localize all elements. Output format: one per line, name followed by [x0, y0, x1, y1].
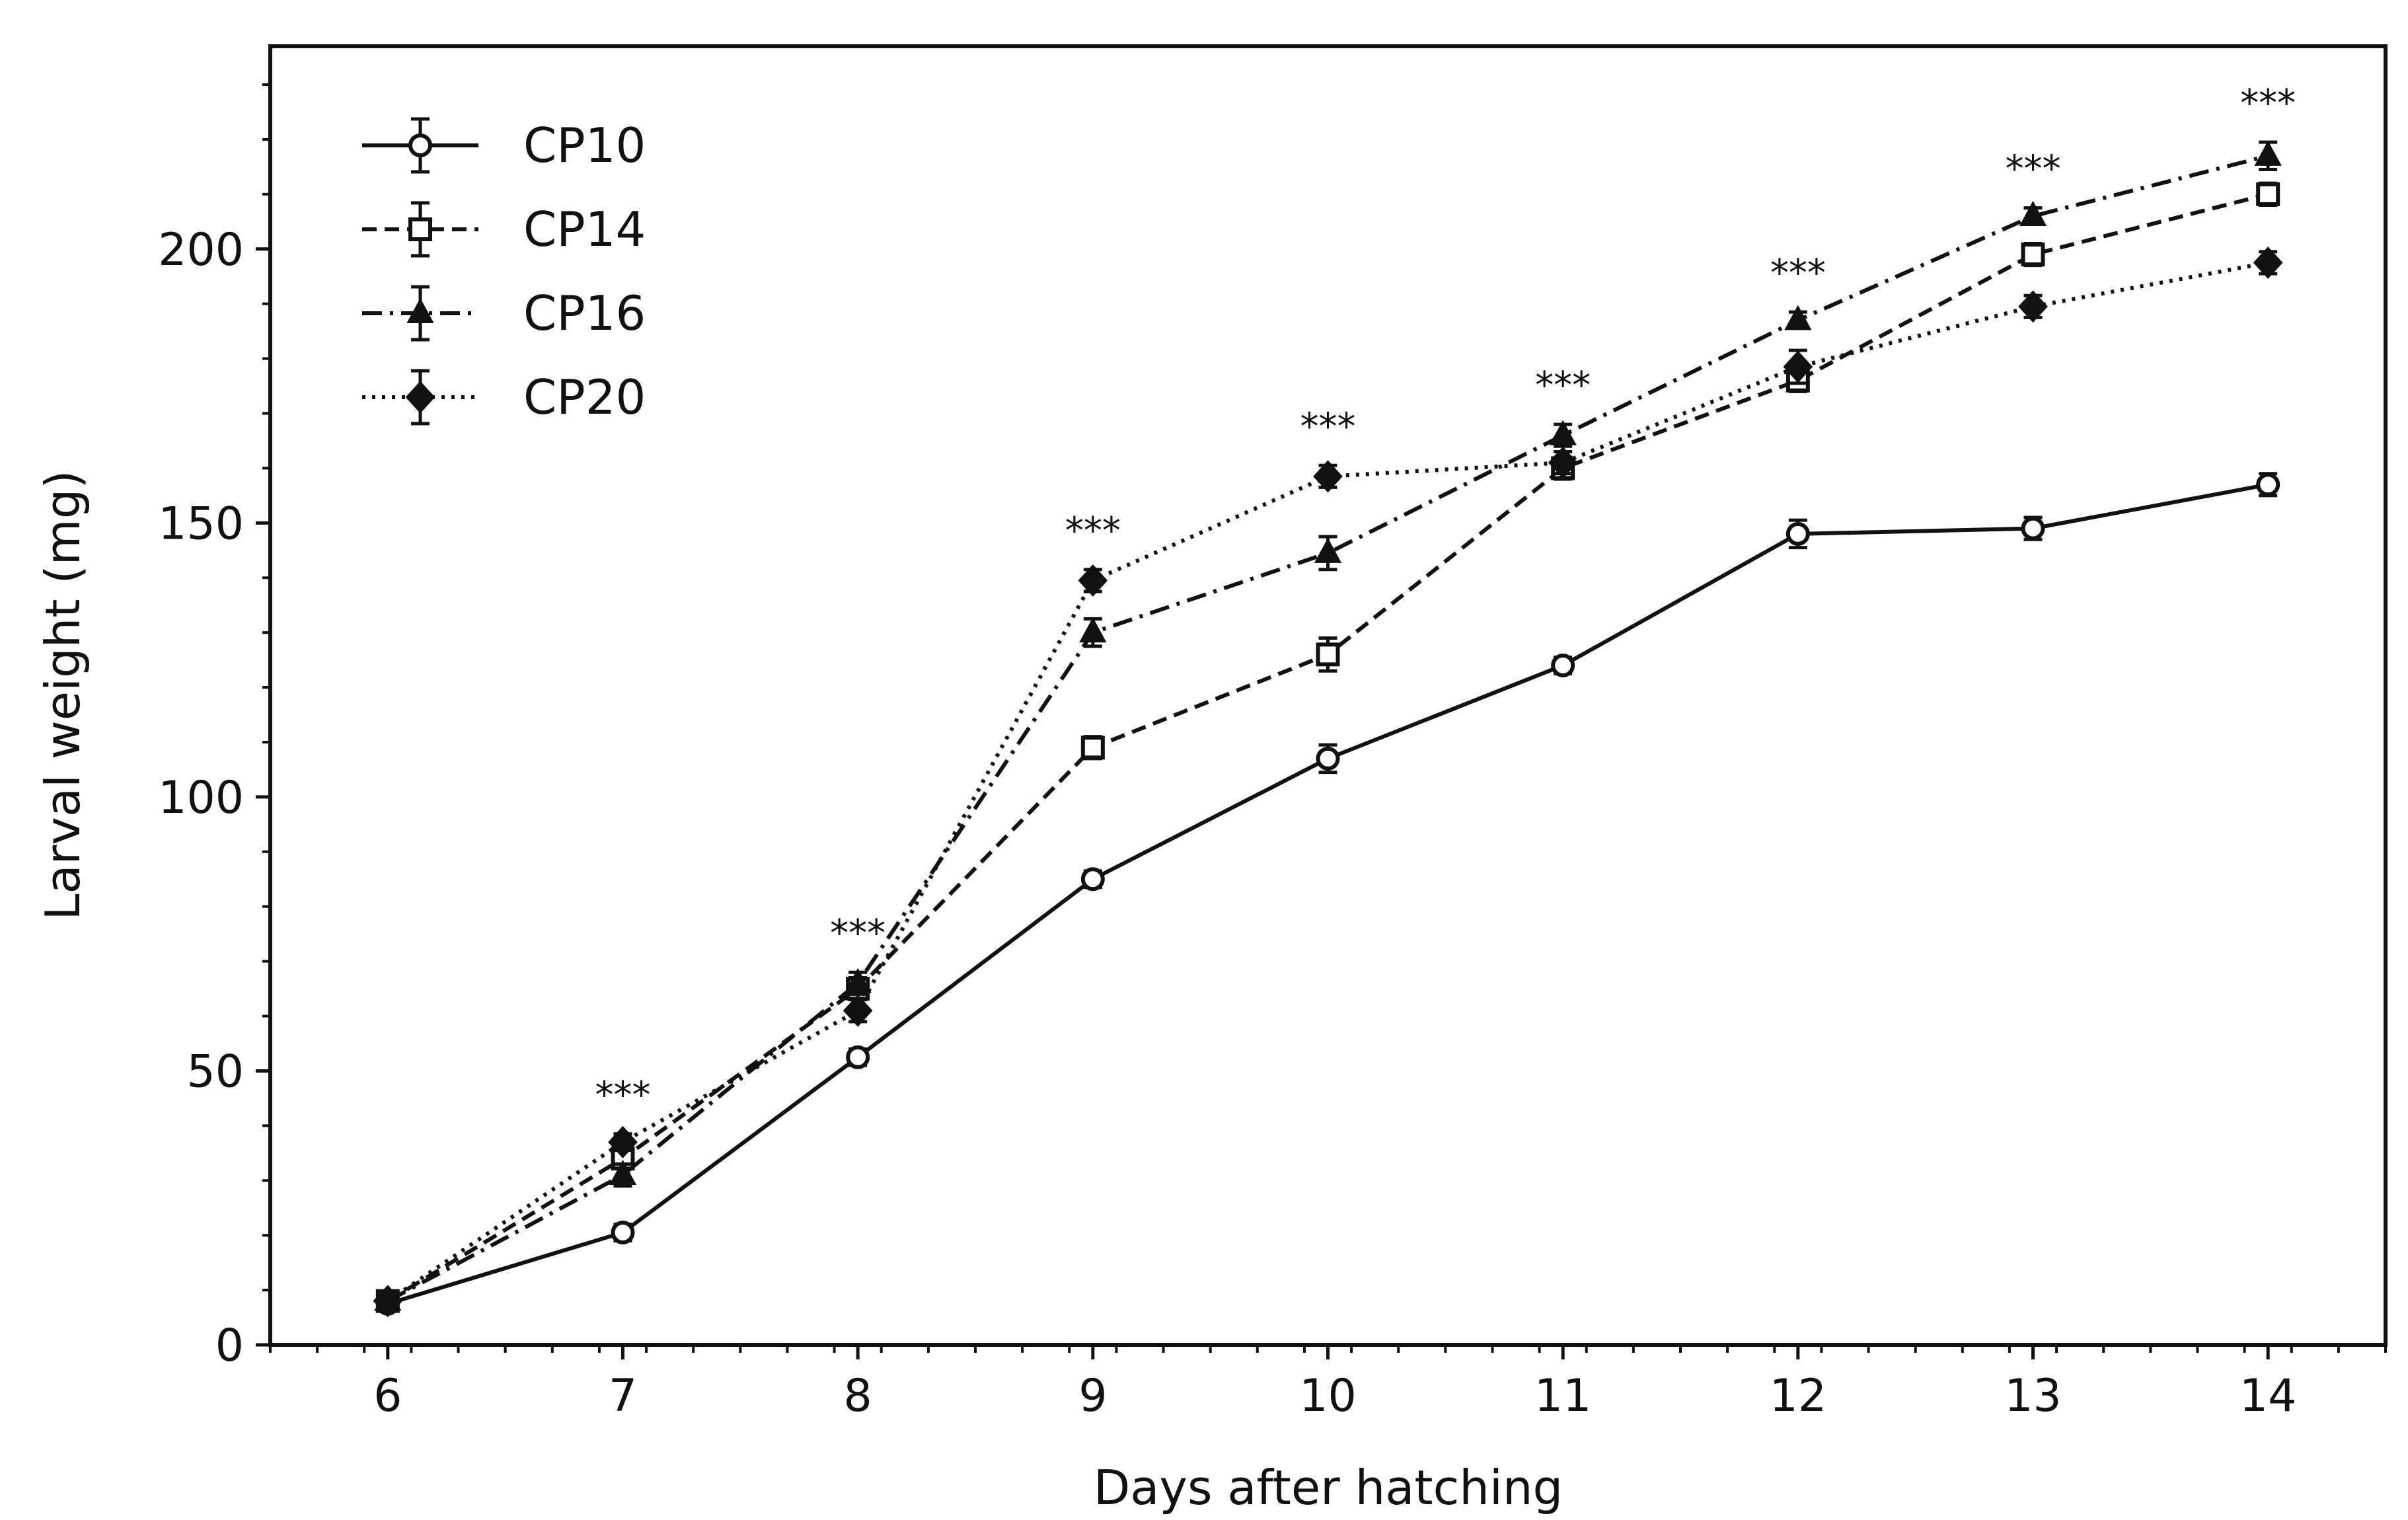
significance-label: ***: [1535, 364, 1591, 407]
data-point: [2256, 473, 2280, 497]
significance-label: ***: [2240, 82, 2296, 125]
legend-marker: [408, 217, 432, 241]
y-tick-label: 150: [158, 498, 244, 550]
legend: CP10 CP14 CP16 CP20: [362, 117, 646, 426]
series-layer: [373, 140, 2283, 1318]
series-line: [387, 153, 2269, 1303]
data-point: [843, 994, 873, 1027]
data-point: [2021, 516, 2045, 541]
x-tick-label: 14: [2239, 1370, 2297, 1422]
y-tick-label: 0: [215, 1320, 244, 1372]
significance-label: ***: [2006, 148, 2061, 191]
x-tick-label: 13: [2004, 1370, 2062, 1422]
significance-label: ***: [1300, 405, 1356, 448]
x-axis-title: Days after hatching: [1094, 1460, 1563, 1515]
data-point: [1313, 460, 1343, 493]
y-axis: 0 50 100 150 200: [158, 83, 270, 1372]
data-point: [1316, 642, 1340, 667]
data-point: [2019, 200, 2047, 227]
data-point: [2256, 182, 2280, 206]
x-tick-label: 12: [1770, 1370, 1827, 1422]
data-point: [1549, 420, 1577, 445]
legend-label: CP16: [523, 285, 646, 341]
y-tick-label: 100: [158, 772, 244, 824]
data-point: [1080, 736, 1105, 760]
data-point: [1551, 653, 1575, 677]
data-point: [608, 1125, 638, 1159]
x-tick-label: 6: [373, 1370, 402, 1422]
y-tick-label: 200: [158, 224, 244, 276]
data-point: [2018, 290, 2048, 323]
significance-label: ***: [830, 912, 885, 955]
data-point: [1786, 521, 1810, 546]
data-point: [1314, 537, 1342, 563]
legend-item-cp10: CP10: [362, 117, 646, 174]
data-point: [611, 1221, 635, 1245]
data-point: [609, 1159, 637, 1185]
legend-marker: [405, 381, 435, 414]
legend-label: CP20: [523, 369, 646, 425]
series-cp16: [374, 140, 2282, 1311]
x-tick-label: 10: [1299, 1370, 1357, 1422]
data-point: [1784, 305, 1812, 330]
legend-label: CP10: [523, 118, 646, 173]
x-axis: 6 7 8 9 10 11 12 13 14: [269, 1345, 2387, 1422]
data-point: [1078, 564, 1108, 597]
x-tick-label: 9: [1078, 1370, 1107, 1422]
data-point: [1079, 617, 1107, 643]
x-tick-label: 11: [1534, 1370, 1592, 1422]
data-point: [2021, 243, 2045, 267]
y-axis-title: Larval weight (mg): [35, 470, 91, 920]
data-point: [1316, 746, 1340, 771]
data-point: [1783, 350, 1813, 383]
legend-item-cp16: CP16: [362, 285, 646, 342]
x-tick-label: 8: [844, 1370, 872, 1422]
data-point: [2253, 247, 2283, 279]
data-point: [1548, 446, 1578, 479]
data-point: [844, 968, 872, 993]
legend-marker: [408, 133, 432, 157]
legend-label: CP14: [523, 202, 646, 257]
data-point: [373, 1285, 403, 1318]
legend-marker: [406, 297, 434, 323]
data-point: [846, 1045, 870, 1069]
significance-label: ***: [1770, 252, 1826, 295]
significance-label: ***: [1065, 510, 1121, 552]
significance-annotations: *** *** *** *** *** *** *** ***: [595, 82, 2296, 1117]
data-point: [1080, 867, 1105, 892]
data-point: [2254, 140, 2282, 166]
x-tick-label: 7: [609, 1370, 637, 1422]
significance-label: ***: [595, 1074, 651, 1117]
legend-item-cp14: CP14: [362, 201, 646, 258]
y-tick-label: 50: [186, 1045, 244, 1098]
legend-item-cp20: CP20: [362, 369, 646, 426]
series-cp20: [373, 247, 2283, 1318]
series-cp10: [375, 472, 2280, 1316]
series-line: [387, 482, 2269, 1306]
